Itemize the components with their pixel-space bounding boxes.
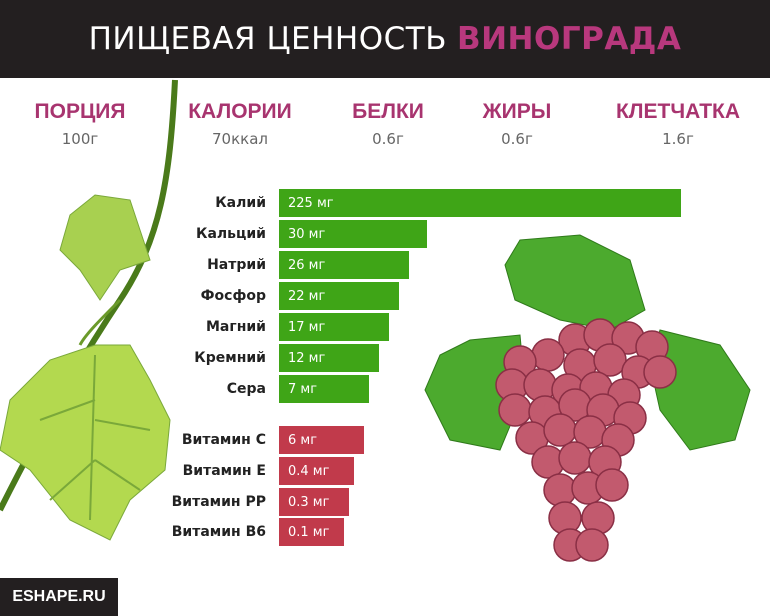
nutrient-row: Витамин C 6 мг <box>150 426 364 454</box>
nutrient-name: Калий <box>215 195 266 211</box>
grape-bunch <box>495 318 677 562</box>
nutrient-name: Витамин PP <box>171 494 266 510</box>
nutrition-item: КАЛОРИИ 70ккал <box>155 100 325 148</box>
grape-leaf <box>424 334 526 451</box>
grape-berry <box>543 413 577 447</box>
nutrient-bar: 30 мг <box>279 220 427 248</box>
title-highlight: ВИНОГРАДА <box>456 21 682 57</box>
nutrient-name: Фосфор <box>200 288 266 304</box>
grape-leaf <box>504 234 646 331</box>
nutrient-bar: 0.4 мг <box>279 457 354 485</box>
nutrient-bar: 0.3 мг <box>279 488 349 516</box>
grape-berry <box>543 473 577 507</box>
nutrition-label: БЕЛКИ <box>352 100 424 123</box>
leaf-veins <box>39 354 151 521</box>
nutrient-name: Магний <box>206 319 266 335</box>
grape-berry <box>531 338 565 372</box>
nutrient-bar: 6 мг <box>279 426 364 454</box>
nutrition-label: ЖИРЫ <box>482 100 552 123</box>
title: ПИЩЕВАЯ ЦЕННОСТЬ <box>88 21 447 57</box>
grape-berry <box>593 343 627 377</box>
nutrient-bar: 12 мг <box>279 344 379 372</box>
nutrition-label: КЛЕТЧАТКА <box>615 100 741 123</box>
nutrient-name: Витамин E <box>182 463 266 479</box>
nutrition-item: ПОРЦИЯ 100г <box>0 100 165 148</box>
nutrient-name: Кремний <box>194 350 266 366</box>
header: ПИЩЕВАЯ ЦЕННОСТЬ ВИНОГРАДА <box>0 0 770 78</box>
grape-berry <box>595 468 629 502</box>
nutrition-label: ПОРЦИЯ <box>34 100 126 123</box>
nutrient-name: Витамин B6 <box>171 524 266 540</box>
nutrient-row: Натрий 26 мг <box>150 251 409 279</box>
grape-berry <box>643 355 677 389</box>
nutrient-bar: 0.1 мг <box>279 518 344 546</box>
nutrient-row: Кремний 12 мг <box>150 344 379 372</box>
grape-berry <box>558 441 592 475</box>
nutrient-row: Калий 225 мг <box>150 189 681 217</box>
nutrient-name: Витамин C <box>181 432 266 448</box>
nutrition-item: ЖИРЫ 0.6г <box>432 100 602 148</box>
grape-berry <box>575 528 609 562</box>
nutrient-row: Сера 7 мг <box>150 375 369 403</box>
vine-tendril <box>78 298 122 346</box>
nutrient-name: Натрий <box>207 257 266 273</box>
nutrient-row: Кальций 30 мг <box>150 220 427 248</box>
footer: ESHAPE.RU <box>0 578 118 616</box>
nutrient-bar: 26 мг <box>279 251 409 279</box>
nutrient-name: Сера <box>226 381 266 397</box>
nutrient-row: Магний 17 мг <box>150 313 389 341</box>
nutrition-label: КАЛОРИИ <box>188 100 292 123</box>
leaf <box>0 344 171 541</box>
grape-berry <box>498 393 532 427</box>
nutrient-row: Фосфор 22 мг <box>150 282 399 310</box>
nutrition-value: 0.6г <box>501 130 533 148</box>
nutrition-value: 1.6г <box>662 130 694 148</box>
nutrient-bar: 17 мг <box>279 313 389 341</box>
leaf <box>59 194 151 301</box>
nutrition-item: КЛЕТЧАТКА 1.6г <box>593 100 763 148</box>
nutrient-row: Витамин E 0.4 мг <box>150 457 354 485</box>
nutrition-value: 70ккал <box>212 130 268 148</box>
nutrient-bar: 225 мг <box>279 189 681 217</box>
nutrient-bar: 7 мг <box>279 375 369 403</box>
nutrient-row: Витамин B6 0.1 мг <box>150 518 344 546</box>
nutrition-item: БЕЛКИ 0.6г <box>303 100 473 148</box>
nutrition-value: 100г <box>61 130 99 148</box>
nutrient-bar: 22 мг <box>279 282 399 310</box>
nutrient-row: Витамин PP 0.3 мг <box>150 488 349 516</box>
nutrient-name: Кальций <box>196 226 266 242</box>
nutrition-value: 0.6г <box>372 130 404 148</box>
